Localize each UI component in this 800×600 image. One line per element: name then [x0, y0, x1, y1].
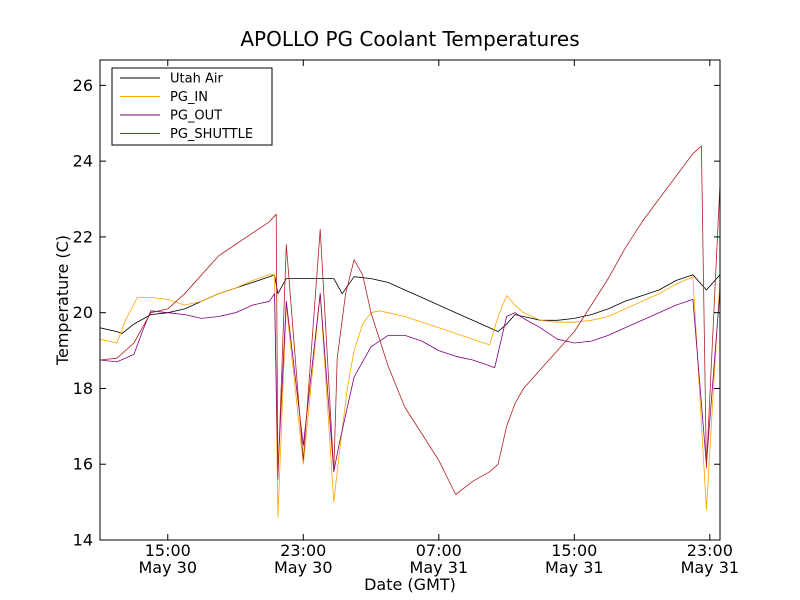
x-tick-label-time: 23:00 [280, 541, 326, 560]
series-line-pg-out [99, 289, 721, 473]
x-axis-label: Date (GMT) [364, 575, 456, 594]
plot-frame [99, 59, 721, 541]
y-axis-label: Temperature (C) [53, 235, 72, 366]
legend-box [111, 67, 273, 146]
x-tick-label-date: May 30 [274, 558, 333, 577]
chart-title: APOLLO PG Coolant Temperatures [240, 27, 579, 51]
x-tick-label-date: May 31 [681, 558, 740, 577]
y-tick-label: 24 [73, 152, 93, 171]
series-line-pg-shuttle [99, 145, 721, 495]
y-tick-label: 14 [73, 531, 93, 550]
x-tick-label-date: May 30 [138, 558, 197, 577]
series-line-pg-in [99, 274, 721, 518]
y-tick-label: 22 [73, 227, 93, 246]
legend-label: PG_OUT [170, 109, 222, 124]
legend: Utah Air PG_IN PG_OUT PG_SHUTTLE [111, 67, 273, 146]
legend-label: PG_IN [170, 90, 208, 105]
x-tick-label-time: 15:00 [551, 541, 597, 560]
y-tick-label: 16 [73, 455, 93, 474]
y-tick-label: 20 [73, 303, 93, 322]
x-tick-label-time: 07:00 [416, 541, 462, 560]
series-layer [99, 145, 721, 518]
legend-label: PG_SHUTTLE [170, 127, 253, 142]
y-tick-label: 26 [73, 76, 93, 95]
x-tick-label-time: 15:00 [145, 541, 191, 560]
y-tick-label: 18 [73, 379, 93, 398]
x-tick-label-time: 23:00 [687, 541, 733, 560]
x-tick-label-date: May 31 [410, 558, 469, 577]
x-tick-label-date: May 31 [545, 558, 604, 577]
legend-label: Utah Air [170, 72, 223, 87]
